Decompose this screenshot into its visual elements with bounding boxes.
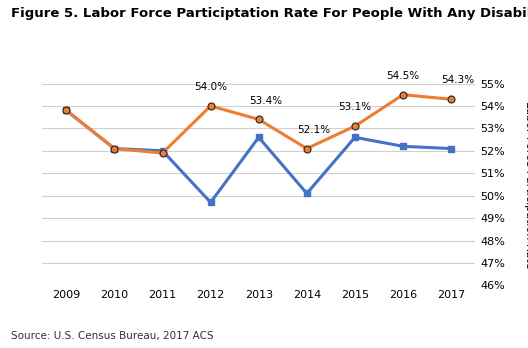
Minnesota [352,135,358,140]
Central Minnesota [256,117,262,121]
Minnesota [208,200,214,205]
Y-axis label: Labor Force Participation Rate: Labor Force Participation Rate [524,101,528,268]
Line: Central Minnesota: Central Minnesota [63,91,455,157]
Central Minnesota [304,147,310,151]
Minnesota [63,108,70,112]
Central Minnesota [352,124,358,128]
Minnesota [256,135,262,140]
Central Minnesota [111,147,118,151]
Central Minnesota [448,97,454,101]
Text: Figure 5. Labor Force Participtation Rate For People With Any Disability: Figure 5. Labor Force Participtation Rat… [11,7,528,20]
Line: Minnesota: Minnesota [63,107,454,206]
Minnesota [448,147,454,151]
Central Minnesota [159,151,166,155]
Central Minnesota [400,93,406,97]
Text: 53.4%: 53.4% [249,95,282,105]
Minnesota [111,147,118,151]
Text: 52.1%: 52.1% [297,125,331,135]
Text: 54.0%: 54.0% [194,82,227,92]
Central Minnesota [63,108,70,112]
Minnesota [400,144,406,148]
Minnesota [304,191,310,196]
Text: 54.5%: 54.5% [386,71,420,81]
Text: 54.3%: 54.3% [441,75,475,85]
Minnesota [159,149,166,153]
Central Minnesota [208,104,214,108]
Text: 53.1%: 53.1% [338,102,372,112]
Text: Source: U.S. Census Bureau, 2017 ACS: Source: U.S. Census Bureau, 2017 ACS [11,331,213,341]
